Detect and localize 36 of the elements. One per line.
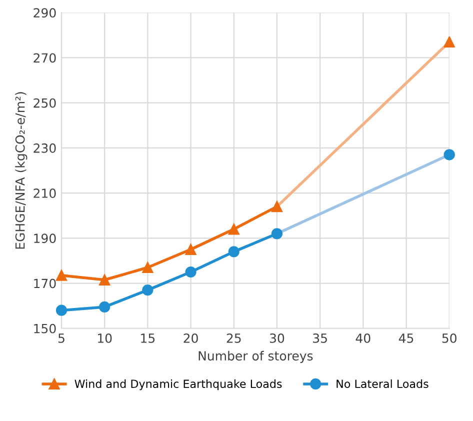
- x-tick-label: 15: [141, 334, 155, 343]
- x-tick-label: 45: [398, 334, 414, 343]
- y-tick-label: 210: [34, 188, 56, 198]
- legend-label: No Lateral Loads: [336, 379, 428, 388]
- point: [271, 201, 283, 212]
- point: [142, 262, 154, 274]
- point: [444, 149, 455, 160]
- y-axis-title: EGHGE/NFA (kgCO₂-e/m²): [15, 92, 28, 249]
- x-tick-label: 10: [98, 333, 112, 343]
- x-tick-label: 20: [184, 333, 198, 343]
- x-axis-title: Number of storeys: [198, 350, 313, 363]
- x-tick-label: 30: [270, 333, 284, 343]
- point: [185, 244, 196, 255]
- point: [444, 36, 455, 48]
- point: [99, 274, 110, 286]
- point: [56, 304, 68, 316]
- x-tick-label: 50: [442, 333, 456, 343]
- y-tick-label: 250: [34, 98, 56, 108]
- legend-label: Wind and Dynamic Earthquake Loads: [74, 379, 282, 390]
- point: [185, 266, 196, 278]
- point: [228, 224, 240, 235]
- y-tick-label: 290: [34, 8, 56, 18]
- point: [56, 270, 68, 281]
- x-tick-label: 40: [356, 333, 370, 343]
- x-tick-label: 25: [226, 333, 241, 343]
- point: [99, 301, 110, 313]
- point: [228, 246, 240, 258]
- x-tick-label: 35: [313, 333, 327, 343]
- y-tick-label: 170: [34, 278, 56, 288]
- point: [271, 228, 283, 240]
- y-tick-label: 190: [34, 234, 56, 244]
- x-tick-label: 5: [58, 334, 64, 343]
- y-tick-label: 150: [34, 324, 56, 334]
- point: [142, 284, 154, 296]
- y-tick-label: 270: [34, 53, 56, 63]
- y-tick-label: 230: [34, 143, 56, 153]
